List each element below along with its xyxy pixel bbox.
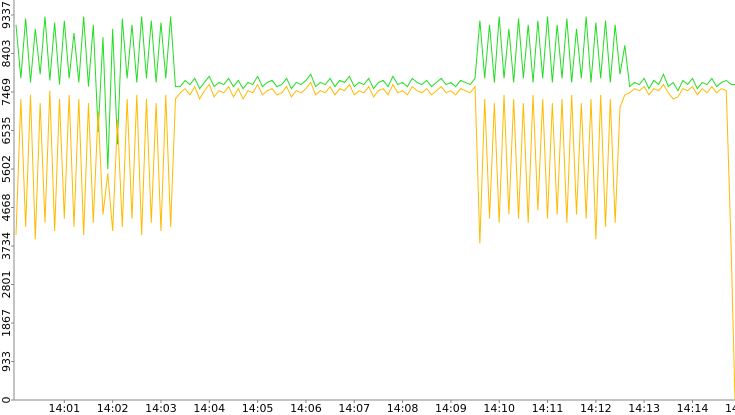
y-tick-label: 7469 [0,78,13,106]
y-tick-label: 5602 [0,155,13,183]
x-tick-label: 14:06 [290,402,322,415]
x-tick-label: 14:02 [97,402,129,415]
x-tick-label: 14:13 [628,402,660,415]
x-tick-label: 14:03 [145,402,177,415]
y-tick-label: 933 [0,351,13,372]
y-tick-label: 4668 [0,194,13,222]
x-tick-label: 14:15 [725,402,735,415]
y-tick-label: 8403 [0,39,13,67]
x-tick-label: 14:09 [435,402,467,415]
x-tick-label: 14:11 [532,402,564,415]
x-tick-label: 14:04 [193,402,225,415]
x-tick-label: 14:05 [242,402,274,415]
y-tick-label: 3734 [0,232,13,260]
x-tick-label: 14:12 [580,402,612,415]
series-line [15,81,735,401]
x-tick-label: 14:08 [387,402,419,415]
x-tick-label: 14:10 [483,402,515,415]
x-tick-label: 14:01 [48,402,80,415]
y-tick-label: 0 [0,397,13,404]
y-tick-label: 1867 [0,309,13,337]
series-line [15,16,735,170]
x-tick-label: 14:14 [677,402,709,415]
y-tick-label: 2801 [0,270,13,298]
y-tick-label: 6535 [0,117,13,145]
y-tick-label: 9337 [0,1,13,29]
x-tick-label: 14:07 [338,402,370,415]
